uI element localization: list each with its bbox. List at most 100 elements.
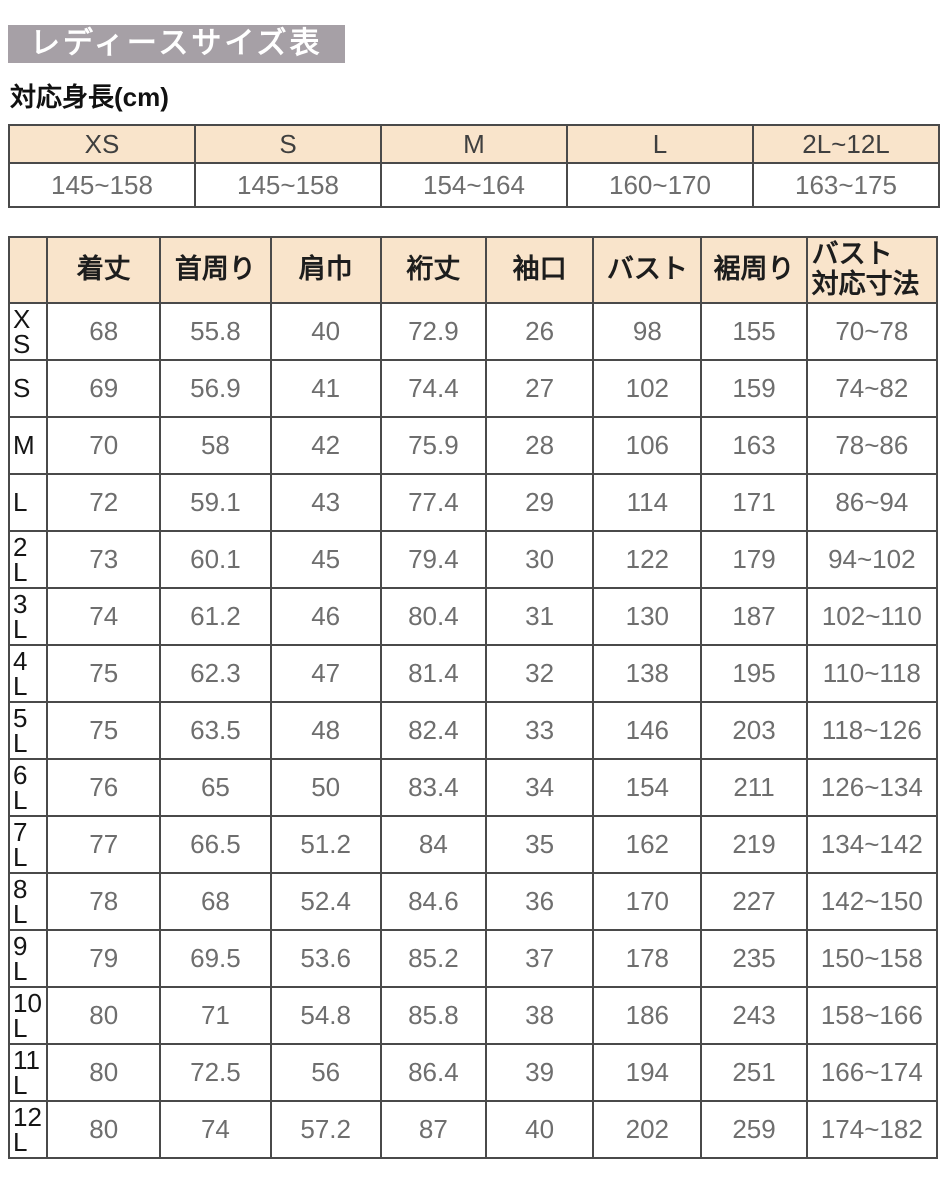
size-table-body: X S 68 55.8 40 72.9 26 98 155 70~78 S 69 56.9 41 74.4… xyxy=(7,302,939,1159)
measurement-cell: 79 xyxy=(46,929,162,988)
table-row: 2 L 73 60.1 45 79.4 30 122 179 94~102 xyxy=(7,530,939,589)
measurement-cell: 77.4 xyxy=(379,473,488,532)
measurement-cell: 202 xyxy=(592,1100,703,1159)
measurement-cell: 56.9 xyxy=(159,359,272,418)
measurement-column-header: バスト xyxy=(592,236,703,304)
measurement-cell: 122 xyxy=(592,530,703,589)
measurement-cell: 62.3 xyxy=(159,644,272,703)
measurement-cell: 61.2 xyxy=(159,587,272,646)
measurement-cell: 73 xyxy=(46,530,162,589)
measurement-cell: 26 xyxy=(484,302,595,361)
measurement-cell: 118~126 xyxy=(805,701,939,760)
measurement-column-header: 裄丈 xyxy=(379,236,488,304)
measurement-cell: 166~174 xyxy=(805,1043,939,1102)
size-label: 10 L xyxy=(7,986,49,1045)
measurement-cell: 77 xyxy=(46,815,162,874)
measurement-cell: 227 xyxy=(700,872,808,931)
measurement-cell: 94~102 xyxy=(805,530,939,589)
measurement-cell: 43 xyxy=(269,473,382,532)
table-row: L 72 59.1 43 77.4 29 114 171 86~94 xyxy=(7,473,939,532)
size-label: 9 L xyxy=(7,929,49,988)
measurement-cell: 86.4 xyxy=(379,1043,488,1102)
measurement-cell: 37 xyxy=(484,929,595,988)
measurement-cell: 35 xyxy=(484,815,595,874)
measurement-cell: 63.5 xyxy=(159,701,272,760)
measurement-cell: 75 xyxy=(46,701,162,760)
measurement-cell: 65 xyxy=(159,758,272,817)
measurement-cell: 79.4 xyxy=(379,530,488,589)
height-size-header: XS xyxy=(8,124,196,164)
measurement-cell: 71 xyxy=(159,986,272,1045)
measurement-cell: 66.5 xyxy=(159,815,272,874)
measurement-cell: 179 xyxy=(700,530,808,589)
height-size-header: 2L~12L xyxy=(752,124,940,164)
measurement-cell: 53.6 xyxy=(269,929,382,988)
measurement-cell: 102~110 xyxy=(805,587,939,646)
measurement-cell: 78~86 xyxy=(805,416,939,475)
measurement-cell: 187 xyxy=(700,587,808,646)
measurement-cell: 32 xyxy=(484,644,595,703)
measurement-cell: 130 xyxy=(592,587,703,646)
measurement-cell: 194 xyxy=(592,1043,703,1102)
measurement-cell: 150~158 xyxy=(805,929,939,988)
table-row: 12 L 80 74 57.2 87 40 202 259 174~182 xyxy=(7,1100,939,1159)
measurement-cell: 251 xyxy=(700,1043,808,1102)
measurement-cell: 74.4 xyxy=(379,359,488,418)
measurement-cell: 84.6 xyxy=(379,872,488,931)
size-label: 7 L xyxy=(7,815,49,874)
measurement-cell: 174~182 xyxy=(805,1100,939,1159)
measurement-cell: 243 xyxy=(700,986,808,1045)
table-row: 3 L 74 61.2 46 80.4 31 130 187 102~110 xyxy=(7,587,939,646)
measurement-cell: 46 xyxy=(269,587,382,646)
table-row: 9 L 79 69.5 53.6 85.2 37 178 235 150~158 xyxy=(7,929,939,988)
measurement-cell: 34 xyxy=(484,758,595,817)
table-row: X S 68 55.8 40 72.9 26 98 155 70~78 xyxy=(7,302,939,361)
height-table-heading: 対応身長(cm) xyxy=(10,82,169,112)
measurement-cell: 170 xyxy=(592,872,703,931)
table-row: 4 L 75 62.3 47 81.4 32 138 195 110~118 xyxy=(7,644,939,703)
page-title: レディースサイズ表 xyxy=(8,25,345,63)
measurement-cell: 47 xyxy=(269,644,382,703)
measurement-cell: 41 xyxy=(269,359,382,418)
measurement-cell: 80.4 xyxy=(379,587,488,646)
measurement-cell: 259 xyxy=(700,1100,808,1159)
measurement-cell: 70 xyxy=(46,416,162,475)
size-label: 3 L xyxy=(7,587,49,646)
measurement-cell: 48 xyxy=(269,701,382,760)
measurement-cell: 80 xyxy=(46,1043,162,1102)
size-label: S xyxy=(7,359,49,418)
measurement-cell: 33 xyxy=(484,701,595,760)
measurement-cell: 126~134 xyxy=(805,758,939,817)
measurement-cell: 171 xyxy=(700,473,808,532)
measurement-column-header: 袖口 xyxy=(484,236,595,304)
measurement-cell: 154 xyxy=(592,758,703,817)
measurement-cell: 28 xyxy=(484,416,595,475)
measurement-cell: 80 xyxy=(46,986,162,1045)
table-row: 8 L 78 68 52.4 84.6 36 170 227 142~150 xyxy=(7,872,939,931)
measurement-column-header: バスト 対応寸法 xyxy=(805,236,939,304)
table-row: S 69 56.9 41 74.4 27 102 159 74~82 xyxy=(7,359,939,418)
measurement-cell: 155 xyxy=(700,302,808,361)
measurement-cell: 203 xyxy=(700,701,808,760)
measurement-cell: 81.4 xyxy=(379,644,488,703)
measurement-cell: 114 xyxy=(592,473,703,532)
size-label: L xyxy=(7,473,49,532)
measurement-column-header: 着丈 xyxy=(46,236,162,304)
measurement-cell: 74 xyxy=(46,587,162,646)
height-size-header: M xyxy=(380,124,568,164)
measurement-cell: 162 xyxy=(592,815,703,874)
measurement-cell: 75 xyxy=(46,644,162,703)
measurement-cell: 159 xyxy=(700,359,808,418)
measurement-cell: 82.4 xyxy=(379,701,488,760)
measurement-cell: 56 xyxy=(269,1043,382,1102)
height-size-header: S xyxy=(194,124,382,164)
measurement-cell: 78 xyxy=(46,872,162,931)
size-label: 12 L xyxy=(7,1100,49,1159)
measurement-cell: 86~94 xyxy=(805,473,939,532)
measurement-cell: 102 xyxy=(592,359,703,418)
table-row: 6 L 76 65 50 83.4 34 154 211 126~134 xyxy=(7,758,939,817)
measurement-cell: 31 xyxy=(484,587,595,646)
measurement-cell: 138 xyxy=(592,644,703,703)
measurement-cell: 106 xyxy=(592,416,703,475)
measurement-cell: 51.2 xyxy=(269,815,382,874)
